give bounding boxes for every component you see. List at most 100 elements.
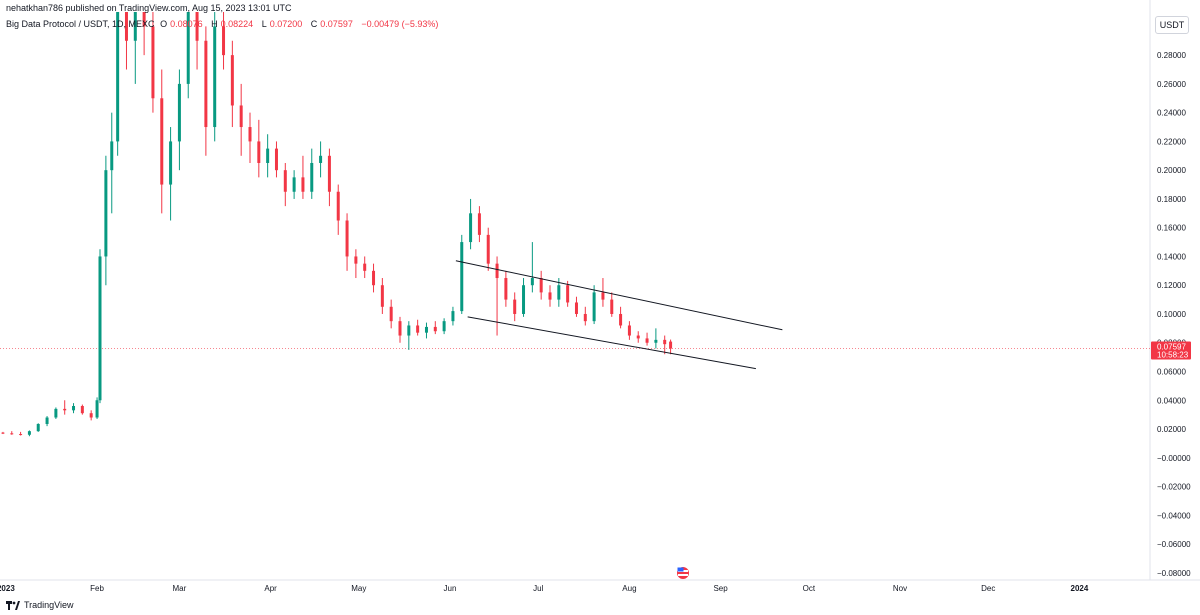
candle-body [654,339,658,343]
candle-body [592,292,596,322]
candle-body [601,292,605,300]
time-tick-label: Feb [90,584,104,593]
candle-body [372,270,376,286]
candle-body [204,40,208,128]
candle-body [257,141,261,163]
candle-body [310,162,314,192]
time-tick-label: Dec [981,584,995,593]
candle-body [566,285,570,303]
candle-body [645,338,649,343]
candle-body [116,12,120,142]
high-value: H 0.08224 [211,19,254,29]
price-tick-label: 0.10000 [1157,310,1186,319]
candle-body [548,292,552,300]
candle-body [301,177,305,192]
candle-body [319,155,323,163]
price-axis[interactable]: 0.300000.280000.260000.240000.220000.200… [1157,22,1191,577]
price-tick-label: 0.02000 [1157,425,1186,434]
price-tick-label: −0.04000 [1157,511,1191,520]
candle-body [486,234,490,264]
price-tick-label: 0.20000 [1157,166,1186,175]
candle-body [266,148,270,163]
price-tick-label: −0.00000 [1157,454,1191,463]
candle-body [222,26,226,56]
symbol-legend: Big Data Protocol / USDT, 1D, MEXC O 0.08… [6,19,441,29]
candle-body [27,431,31,435]
price-tick-label: 0.28000 [1157,51,1186,60]
candle-body [1,432,5,434]
candles [1,12,673,437]
candle-body [177,83,181,142]
price-tick-label: 0.24000 [1157,109,1186,118]
countdown-text: 10:58:23 [1157,351,1189,360]
candle-body [469,213,473,243]
time-tick-label: Sep [713,584,728,593]
candle-body [72,406,76,411]
candle-body [619,313,623,326]
time-tick-label: 2023 [0,584,15,593]
candle-body [133,12,137,41]
low-value: L 0.07200 [261,19,303,29]
tradingview-brand-label: TradingView [24,600,74,610]
candle-body [513,299,517,314]
candle-body [407,325,411,336]
candle-body [557,285,561,300]
price-tick-label: 0.22000 [1157,137,1186,146]
event-flag-icon[interactable] [677,567,689,579]
candle-body [610,299,614,314]
price-tick-label: 0.14000 [1157,252,1186,261]
candle-body [239,105,243,128]
candle-body [63,408,67,411]
candle-body [530,278,534,286]
candle-body [89,413,93,418]
symbol-title[interactable]: Big Data Protocol / USDT, 1D, MEXC [6,19,155,29]
trendlines[interactable] [455,260,783,370]
candle-body [169,141,173,185]
candle-body [19,434,23,436]
candle-body [98,256,102,401]
candle-body [95,400,99,418]
price-tick-label: 0.16000 [1157,224,1186,233]
time-tick-label: Jun [444,584,457,593]
candle-body [345,220,349,257]
price-tick-label: −0.06000 [1157,540,1191,549]
candle-body [54,408,58,418]
candle-body [336,191,340,221]
change-value: −0.00479 (−5.93%) [361,19,439,29]
time-tick-label: Oct [803,584,816,593]
price-tick-label: 0.12000 [1157,281,1186,290]
candle-body [283,170,287,192]
time-tick-label: Jul [533,584,543,593]
candle-body [663,339,667,345]
candle-body [248,127,252,142]
trendline [467,316,756,370]
time-tick-label: Nov [893,584,907,593]
last-price-badge [1151,341,1191,360]
candle-body [230,55,234,106]
candle-body [151,26,155,99]
candle-body [380,285,384,307]
candle-body [442,321,446,332]
trendline [455,260,783,331]
time-axis[interactable]: 2023 Feb Mar Apr May Jun Jul Aug Sep Oct Nov Dec 202… [0,584,1089,593]
candle-body [416,325,420,333]
candle-body [363,263,367,271]
candle-body [539,278,543,293]
price-tick-label: 0.26000 [1157,80,1186,89]
candle-body [583,313,587,322]
candle-body [354,256,358,264]
tradingview-branding[interactable]: TradingView [6,600,74,610]
candle-body [36,423,40,432]
currency-selector[interactable]: USDT [1155,16,1189,34]
last-price-text: 0.07597 [1157,343,1186,352]
candle-body [477,213,481,235]
candle-body [104,170,108,257]
time-tick-label: Mar [173,584,187,593]
candle-body [669,341,673,349]
candle-body [195,12,199,41]
candle-body [45,417,49,424]
time-tick-label: 2024 [1071,584,1089,593]
candle-body [636,335,640,339]
